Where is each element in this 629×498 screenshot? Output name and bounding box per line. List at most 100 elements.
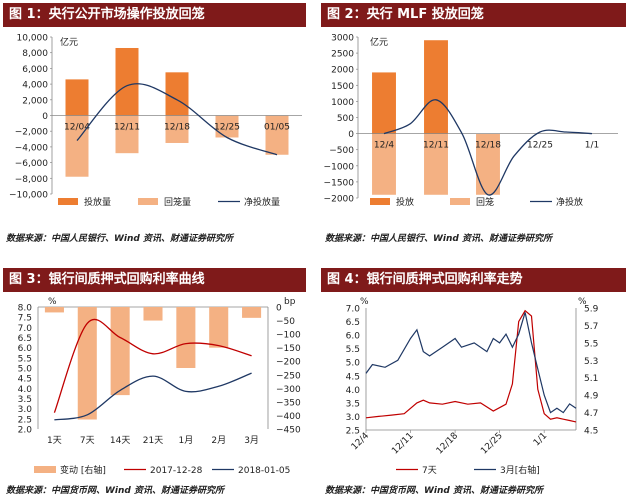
y-tick-label: −2,000 [15, 128, 49, 138]
right-tick-label: 5.3 [584, 357, 598, 367]
y-tick-label: 0 [348, 130, 354, 140]
right-tick-label: −400 [276, 412, 301, 422]
left-tick-label: 3.5 [346, 399, 360, 409]
legend-label-2017-12-28: 2017-12-28 [150, 466, 203, 476]
right-tick-label: −150 [276, 344, 301, 354]
bar-withdrawal [215, 115, 239, 138]
legend-label-withdrawal: 回笼 [476, 196, 494, 208]
right-tick-label: 4.9 [584, 392, 599, 402]
right-tick-label: 0 [276, 304, 282, 314]
bar-injection [165, 72, 189, 116]
y-tick-label: −500 [329, 146, 354, 156]
legend-label-3m: 3月[右轴] [500, 464, 540, 476]
x-tick-label: 12/4 [374, 141, 394, 151]
bar-injection [424, 40, 448, 134]
y-tick-label: 0 [42, 112, 48, 122]
y-tick-label: −2000 [324, 195, 355, 205]
y-axis-unit: 亿元 [60, 36, 78, 48]
x-tick-label: 2月 [211, 435, 226, 446]
right-tick-label: 5.1 [584, 374, 598, 384]
net-injection-line [76, 83, 278, 156]
net-injection-line [383, 99, 593, 196]
x-tick-label: 12/18 [475, 141, 501, 151]
x-tick-label: 12/25 [479, 431, 504, 456]
legend-swatch-change [34, 466, 56, 473]
x-tick-label: 3月 [244, 435, 259, 446]
repo-rate-curve-chart: % bp 2.02.53.03.54.04.55.05.56.06.57.07.58… [18, 297, 301, 476]
right-tick-label: 5.5 [584, 339, 598, 349]
y-tick-label: 1500 [331, 82, 354, 92]
repo-rate-trend-chart: % %7.06.56.05.55.04.54.03.53.02.55.95.75.… [346, 297, 599, 476]
line-2018-01-05 [54, 372, 252, 421]
panel-4-title: 图 4：银行间质押式回购利率走势 [321, 268, 626, 292]
bar-injection [65, 79, 89, 116]
y-tick-label: −8,000 [15, 175, 49, 185]
x-tick-label: 14天 [110, 436, 130, 446]
left-tick-label: 5.5 [346, 345, 360, 355]
bar-withdrawal [372, 133, 396, 195]
x-tick-label: 01/05 [264, 123, 290, 133]
x-tick-label: 12/11 [114, 123, 140, 133]
left-tick-label: 4.5 [18, 375, 32, 385]
bar-change [143, 307, 163, 321]
x-tick-label: 12/04 [64, 123, 90, 133]
legend-label-net: 净投放量 [244, 196, 280, 208]
panel-1-title: 图 1：央行公开市场操作投放回笼 [3, 3, 306, 27]
left-tick-label: 8.0 [18, 304, 33, 314]
right-tick-label: −350 [276, 398, 301, 408]
legend-label-injection: 投放 [396, 196, 414, 208]
y-tick-label: −1500 [324, 178, 355, 188]
left-tick-label: 2.0 [18, 426, 33, 436]
right-tick-label: 4.5 [584, 427, 598, 437]
right-axis-unit: % [578, 297, 587, 307]
bar-change [242, 307, 262, 318]
y-tick-label: 10,000 [17, 34, 49, 44]
y-tick-label: 500 [337, 114, 354, 124]
left-tick-label: 5.5 [18, 354, 32, 364]
right-tick-label: −100 [276, 331, 301, 341]
left-tick-label: 4.5 [346, 372, 360, 382]
y-tick-label: −10,000 [9, 191, 48, 201]
y-axis-unit: 亿元 [370, 36, 388, 48]
panel-1-source: 数据来源：中国人民银行、Wind 资讯、财通证券研究所 [6, 234, 233, 244]
right-tick-label: 4.7 [584, 409, 598, 419]
line-2017-12-28 [53, 318, 252, 413]
legend-label-change: 变动 [右轴] [60, 464, 106, 476]
panel-4-source: 数据来源：中国货币网、Wind 资讯、财通证券研究所 [325, 486, 543, 496]
left-tick-label: 3.0 [18, 405, 33, 415]
legend-label-withdrawal: 回笼量 [164, 196, 191, 208]
bar-withdrawal [265, 115, 289, 155]
left-tick-label: 2.5 [346, 427, 360, 437]
x-tick-label: 12/25 [527, 141, 553, 151]
left-axis-unit: % [360, 297, 369, 307]
left-tick-label: 7.5 [18, 314, 32, 324]
right-axis-unit: bp [284, 297, 296, 307]
left-tick-label: 6.5 [18, 334, 32, 344]
left-tick-label: 4.0 [346, 386, 361, 396]
line-7d-rate [365, 309, 577, 423]
legend-label-7d: 7天 [422, 466, 437, 476]
y-tick-label: 3000 [331, 34, 354, 44]
mlf-operations-chart: 亿元 3000 2500 2000 1500 1000 500 0 −500 −1000 −1500… [324, 34, 618, 208]
bar-change [110, 307, 130, 396]
y-tick-label: 2,000 [22, 96, 48, 106]
x-tick-label: 12/18 [435, 431, 461, 457]
bar-withdrawal [165, 115, 189, 143]
x-tick-label: 1天 [47, 436, 62, 446]
bar-change [176, 307, 196, 368]
panel-3-source: 数据来源：中国货币网、Wind 资讯、财通证券研究所 [6, 486, 224, 496]
right-tick-label: −300 [276, 385, 301, 395]
left-tick-label: 6.0 [346, 332, 361, 342]
bar-change [209, 307, 229, 348]
right-tick-label: −50 [276, 317, 295, 327]
left-tick-label: 2.5 [18, 415, 32, 425]
open-market-operations-chart: 亿元 10,000 8,000 6,000 4,000 2,000 0 −2,000 −4,00… [9, 34, 302, 208]
bar-withdrawal [65, 115, 89, 177]
x-tick-label: 1月 [178, 435, 193, 446]
legend-swatch-injection [370, 198, 390, 205]
legend-swatch-withdrawal [138, 198, 158, 205]
panel-2-title: 图 2：央行 MLF 投放回笼 [321, 3, 626, 27]
y-tick-label: −1000 [324, 162, 355, 172]
y-tick-label: 2500 [331, 50, 354, 60]
legend-label-2018-01-05: 2018-01-05 [238, 466, 290, 476]
